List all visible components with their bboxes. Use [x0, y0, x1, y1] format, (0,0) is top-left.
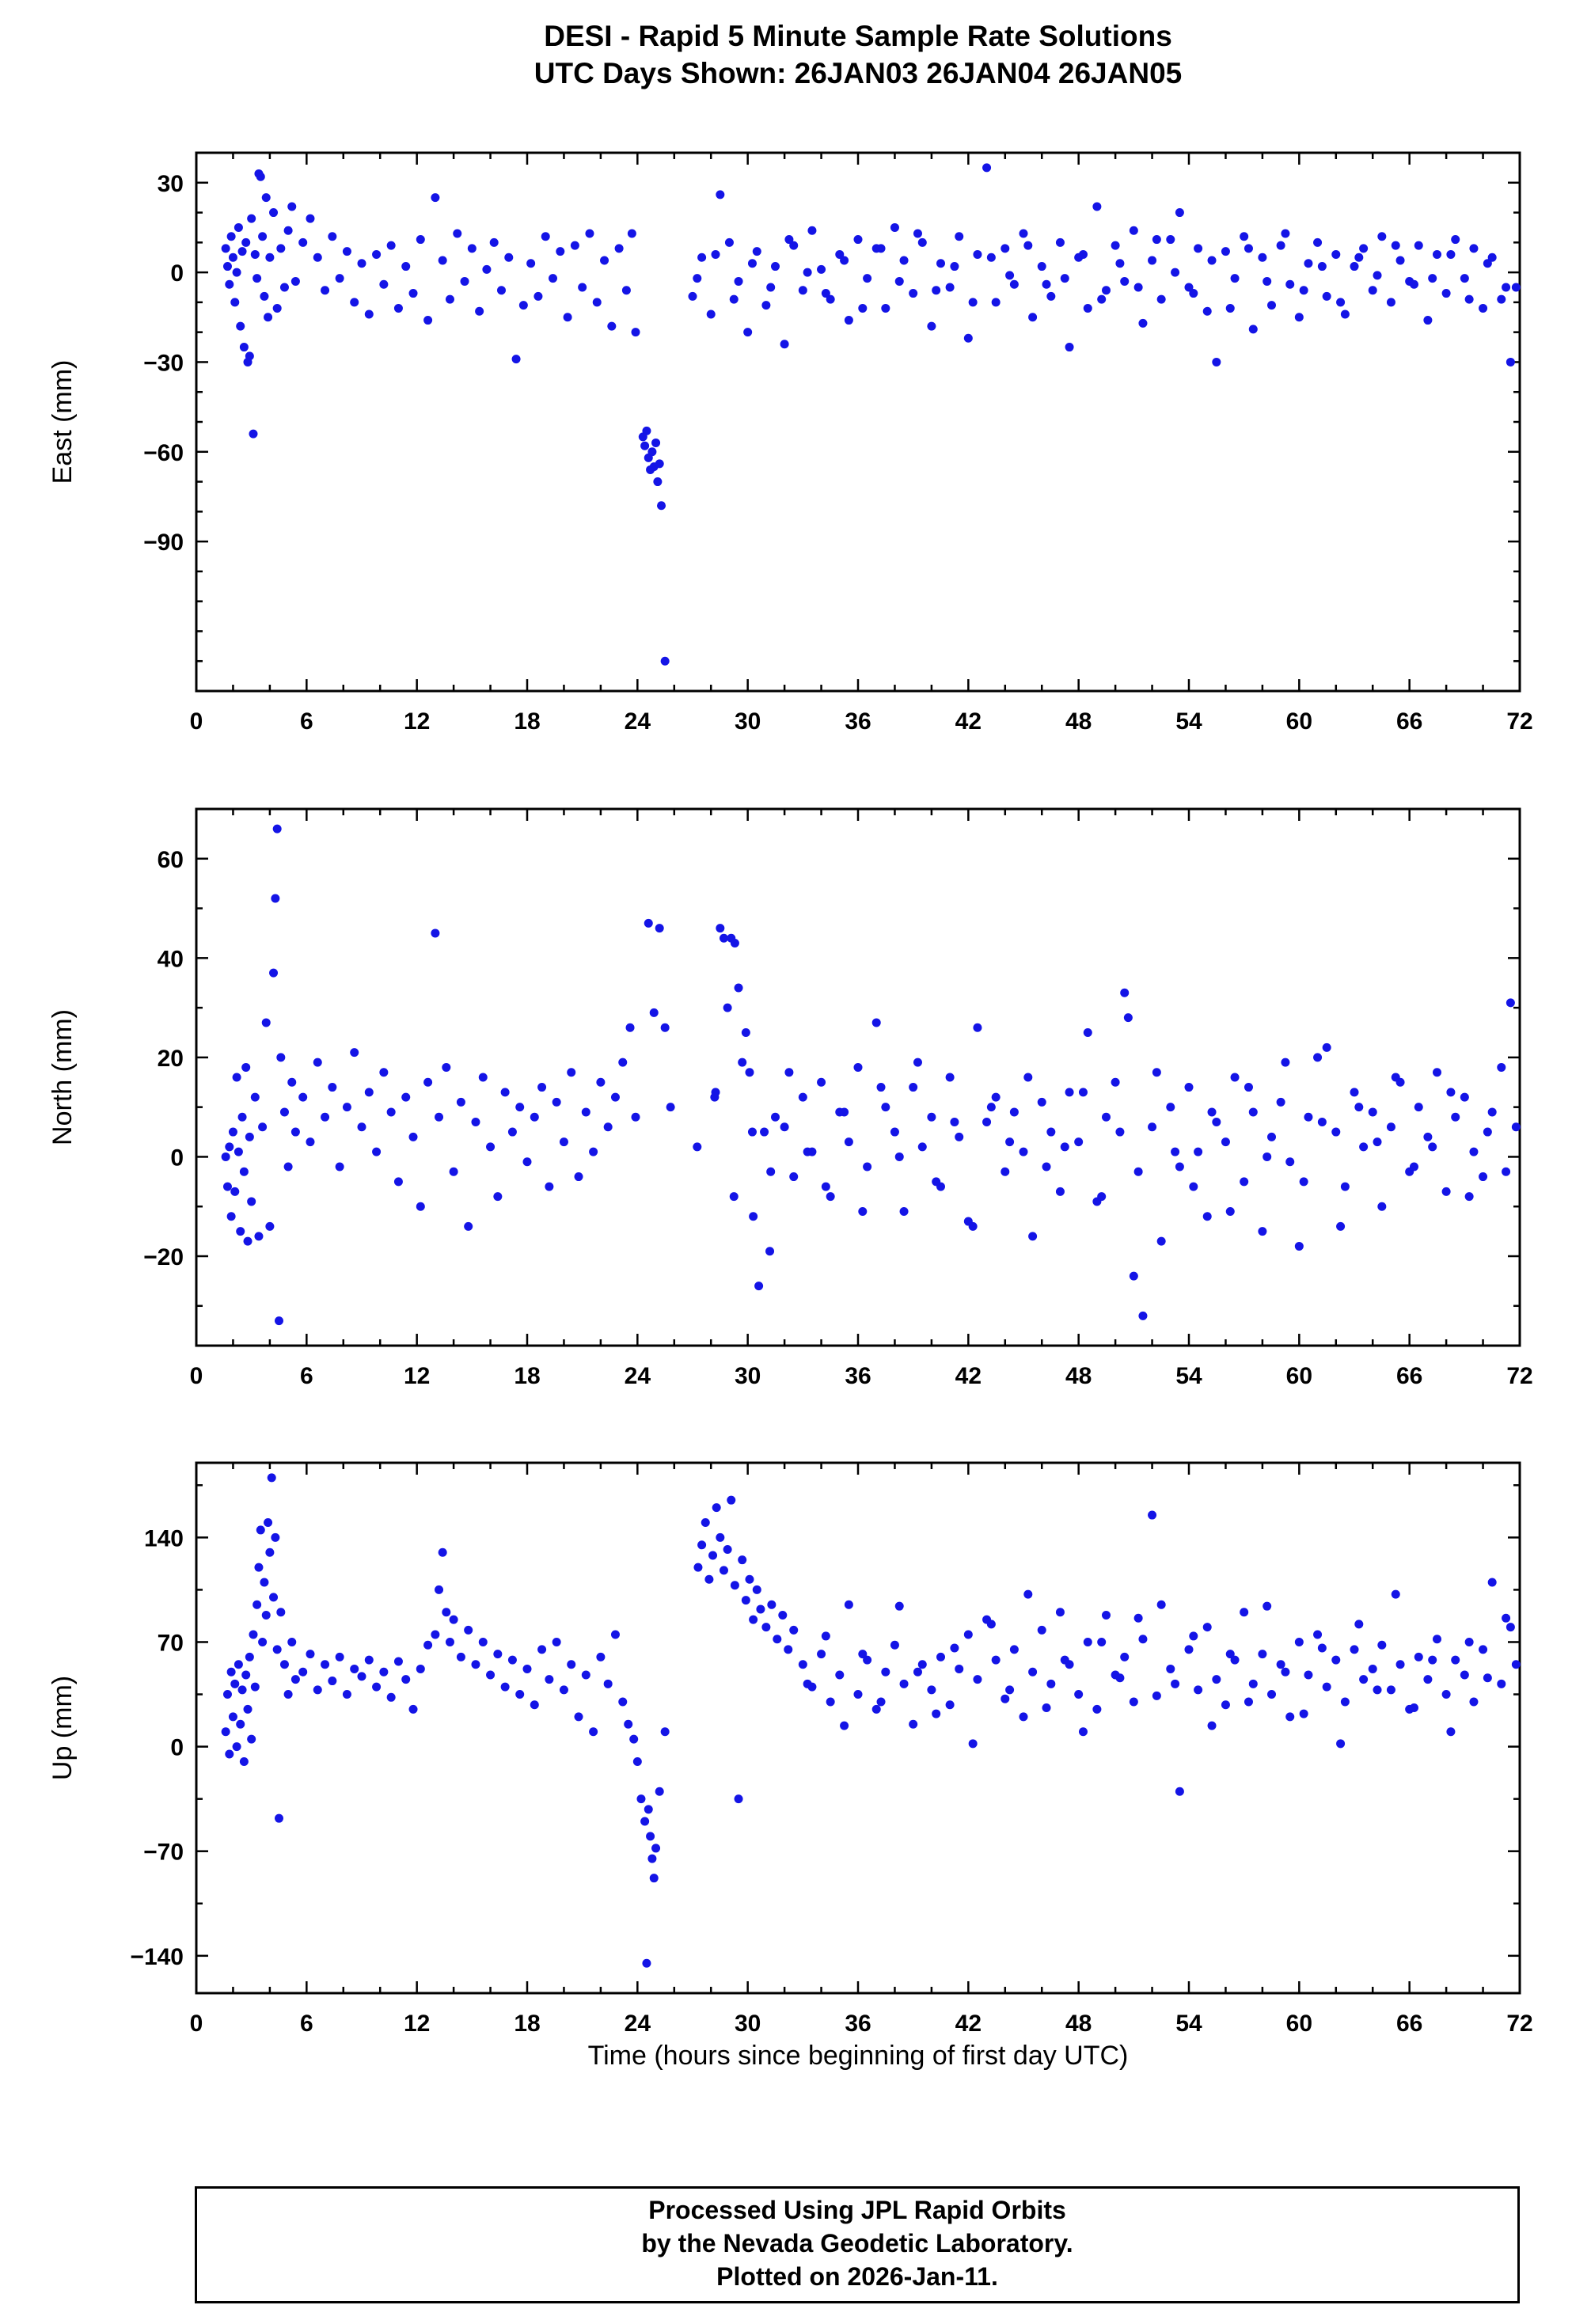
- x-tick-label: 6: [300, 1363, 313, 1389]
- y-tick-label: 60: [158, 847, 184, 873]
- x-tick-label: 30: [735, 1363, 761, 1389]
- up-points: [221, 1473, 1521, 1968]
- x-tick-label: 18: [514, 1363, 540, 1389]
- x-tick-label: 48: [1065, 1363, 1092, 1389]
- x-tick-label: 42: [955, 2011, 982, 2037]
- x-tick-label: 6: [300, 2011, 313, 2037]
- y-tick-label: 40: [158, 946, 184, 972]
- y-tick-label: −140: [130, 1944, 184, 1970]
- x-tick-label: 60: [1286, 2011, 1312, 2037]
- north-points: [221, 824, 1521, 1326]
- north-panel: 0 6 12 18 24 30 36 42 48 54 60 66 72 60 40 20 0 −20 North …: [47, 807, 1533, 1389]
- x-tick-label: 72: [1506, 1363, 1532, 1389]
- footer-line3: Plotted on 2026-Jan-11.: [716, 2262, 998, 2291]
- y-tick-label: 30: [158, 171, 184, 197]
- north-axis-label: North (mm): [47, 1009, 78, 1145]
- north-frame: [195, 807, 1521, 1347]
- y-tick-label: −30: [143, 350, 184, 376]
- x-tick-label: 42: [955, 1363, 982, 1389]
- x-tick-label: 12: [404, 2011, 430, 2037]
- x-tick-label: 24: [625, 708, 651, 735]
- x-tick-label: 24: [625, 1363, 651, 1389]
- footer-box: Processed Using JPL Rapid Orbits by the …: [195, 2186, 1520, 2303]
- y-tick-label: 140: [144, 1525, 184, 1551]
- up-panel: 0 6 12 18 24 30 36 42 48 54 60 66 72 140 70 0 −70 −140 Up …: [47, 1461, 1533, 2037]
- east-panel: 0 6 12 18 24 30 36 42 48 54 60 66 72 30 0 −30 −60 −90 East…: [47, 151, 1533, 735]
- chart-title: DESI - Rapid 5 Minute Sample Rate Soluti…: [196, 17, 1520, 92]
- east-frame: [195, 151, 1521, 693]
- x-tick-label: 6: [300, 708, 313, 735]
- y-tick-label: 70: [158, 1630, 184, 1656]
- y-tick-label: −70: [143, 1840, 184, 1866]
- chart-title-line1: DESI - Rapid 5 Minute Sample Rate Soluti…: [544, 20, 1172, 52]
- x-tick-label: 12: [404, 708, 430, 735]
- x-tick-label: 48: [1065, 2011, 1092, 2037]
- y-tick-label: 0: [170, 1145, 184, 1171]
- up-frame: [195, 1461, 1521, 1995]
- x-tick-label: 18: [514, 708, 540, 735]
- x-tick-label: 18: [514, 2011, 540, 2037]
- x-tick-label: 30: [735, 708, 761, 735]
- x-tick-label: 12: [404, 1363, 430, 1389]
- x-tick-label: 54: [1175, 708, 1202, 735]
- y-tick-label: −60: [143, 440, 184, 466]
- footer-line2: by the Nevada Geodetic Laboratory.: [641, 2229, 1073, 2258]
- x-tick-label: 72: [1506, 708, 1532, 735]
- x-tick-label: 36: [845, 2011, 871, 2037]
- x-tick-label: 30: [735, 2011, 761, 2037]
- y-tick-label: 0: [170, 260, 184, 287]
- y-tick-label: 0: [170, 1735, 184, 1761]
- x-tick-label: 54: [1175, 1363, 1202, 1389]
- x-tick-label: 66: [1396, 708, 1422, 735]
- x-tick-label: 66: [1396, 2011, 1422, 2037]
- chart-title-line2: UTC Days Shown: 26JAN03 26JAN04 26JAN05: [533, 57, 1183, 89]
- x-tick-label: 36: [845, 708, 871, 735]
- x-tick-label: 48: [1065, 708, 1092, 735]
- footer-line1: Processed Using JPL Rapid Orbits: [648, 2196, 1066, 2224]
- x-tick-label: 72: [1506, 2011, 1532, 2037]
- x-tick-label: 60: [1286, 1363, 1312, 1389]
- x-tick-label: 0: [190, 708, 203, 735]
- x-tick-label: 42: [955, 708, 982, 735]
- x-axis-label: Time (hours since beginning of first day…: [587, 2041, 1129, 2071]
- y-tick-label: −20: [143, 1244, 184, 1270]
- x-tick-label: 0: [190, 1363, 203, 1389]
- up-axis-label: Up (mm): [47, 1676, 78, 1780]
- y-tick-label: −90: [143, 530, 184, 556]
- east-axis-label: East (mm): [47, 360, 78, 484]
- x-tick-label: 24: [625, 2011, 651, 2037]
- x-tick-label: 60: [1286, 708, 1312, 735]
- east-points: [221, 163, 1521, 666]
- x-tick-label: 54: [1175, 2011, 1202, 2037]
- x-tick-label: 0: [190, 2011, 203, 2037]
- x-tick-label: 36: [845, 1363, 871, 1389]
- y-tick-label: 20: [158, 1046, 184, 1072]
- x-tick-label: 66: [1396, 1363, 1422, 1389]
